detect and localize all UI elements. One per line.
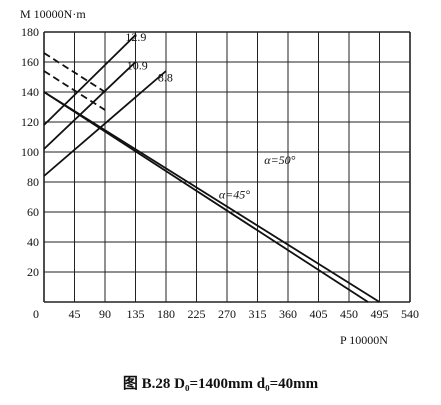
x-tick-label: 405 — [310, 307, 328, 321]
dashed-line — [43, 52, 106, 93]
figure-caption: 图 B.28 D₀=1400mm d₀=40mm — [122, 376, 319, 392]
x-tick-label: 45 — [69, 307, 81, 321]
x-tick-label: 540 — [401, 307, 419, 321]
y-tick-label: 160 — [21, 55, 39, 69]
series-line — [43, 91, 369, 303]
x-tick-label: 90 — [99, 307, 111, 321]
curve-label: 8.8 — [158, 71, 173, 85]
curve-label: 10.9 — [127, 59, 148, 73]
x-tick-label: 270 — [218, 307, 236, 321]
dashed-line — [43, 70, 106, 111]
curve-label: α=50° — [264, 153, 295, 167]
y-tick-label: 140 — [21, 85, 39, 99]
grid — [43, 31, 411, 303]
y-tick-label: 120 — [21, 115, 39, 129]
y-tick-label: 20 — [27, 265, 39, 279]
curve-label: 12.9 — [125, 30, 146, 44]
chart: 0 45 90 135 180 225 270 315 360 405 450 495 540 20 40 6… — [20, 7, 419, 347]
x-tick-label: 0 — [33, 307, 39, 321]
y-axis-label: M 10000N·m — [20, 7, 86, 21]
tick-labels: 0 45 90 135 180 225 270 315 360 405 450 495 540 20 40 6… — [21, 25, 419, 321]
x-tick-label: 360 — [279, 307, 297, 321]
curve-label: α=45° — [219, 188, 250, 202]
y-tick-label: 40 — [27, 235, 39, 249]
x-tick-label: 495 — [371, 307, 389, 321]
series-line — [43, 70, 167, 177]
series-lines — [43, 34, 380, 303]
x-tick-label: 135 — [127, 307, 145, 321]
x-tick-label: 225 — [188, 307, 206, 321]
series-line — [43, 91, 380, 303]
x-tick-label: 315 — [249, 307, 267, 321]
y-tick-label: 180 — [21, 25, 39, 39]
y-tick-label: 100 — [21, 145, 39, 159]
series-line — [43, 61, 137, 150]
x-tick-label: 450 — [340, 307, 358, 321]
curve-labels: 12.9 10.9 8.8 α=50° α=45° — [125, 30, 295, 202]
x-tick-label: 180 — [157, 307, 175, 321]
x-axis-label: P 10000N — [340, 333, 388, 347]
series-line — [43, 34, 137, 126]
y-tick-label: 60 — [27, 205, 39, 219]
y-tick-label: 80 — [27, 175, 39, 189]
